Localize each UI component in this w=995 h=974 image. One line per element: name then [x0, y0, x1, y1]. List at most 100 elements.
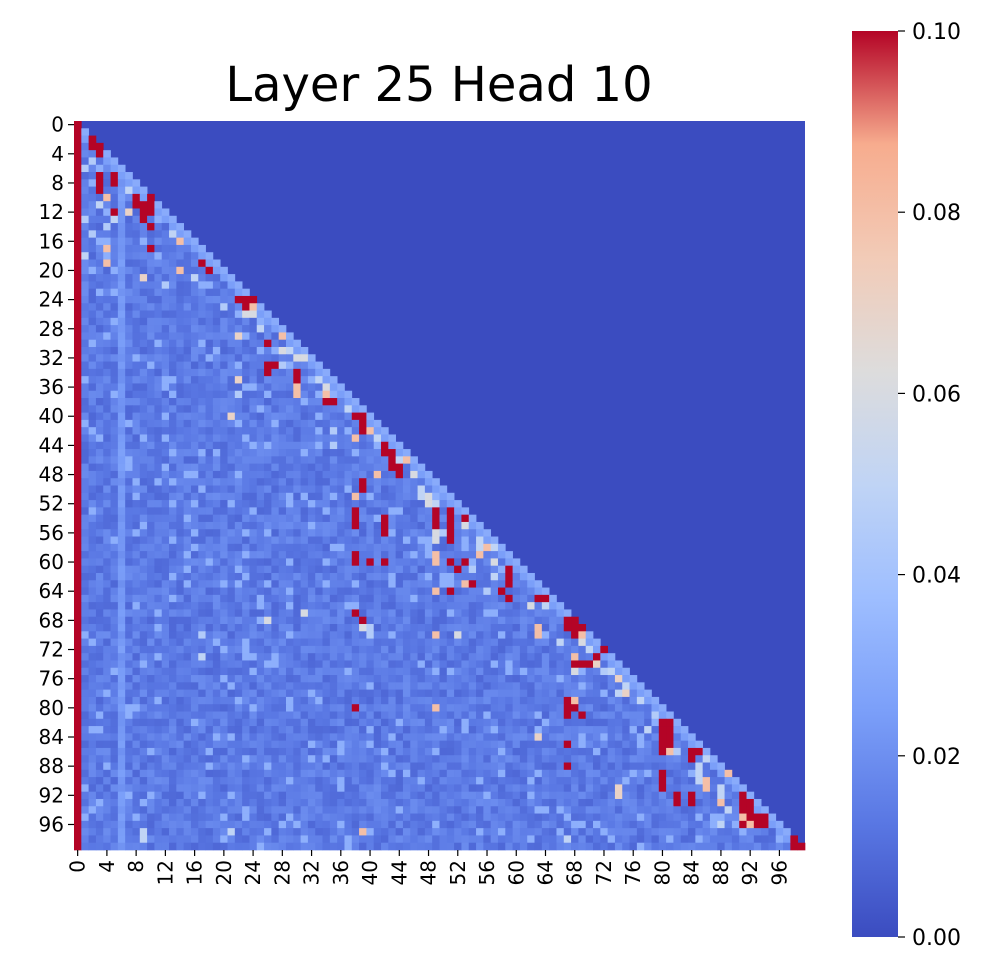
heatmap-cell [359, 507, 367, 516]
heatmap-cell [293, 514, 301, 523]
heatmap-cell [278, 332, 287, 341]
heatmap-cell [88, 755, 97, 763]
heatmap-cell [359, 740, 367, 749]
heatmap-cell [381, 645, 389, 654]
heatmap-cell [139, 441, 148, 450]
heatmap-cell [658, 835, 667, 844]
heatmap-cell [176, 777, 184, 785]
heatmap-cell [88, 769, 97, 778]
heatmap-cell [505, 813, 513, 822]
heatmap-cell [709, 784, 718, 793]
heatmap-cell [636, 747, 645, 756]
heatmap-cell [563, 791, 572, 800]
heatmap-cell [432, 696, 440, 705]
heatmap-cell [410, 704, 418, 712]
heatmap-cell [585, 747, 594, 756]
heatmap-cell [293, 638, 301, 647]
heatmap-cell [490, 769, 499, 778]
heatmap-cell [600, 828, 608, 836]
heatmap-cell [117, 529, 126, 537]
heatmap-cell [373, 667, 382, 676]
heatmap-cell [271, 521, 280, 530]
heatmap-cell [74, 813, 82, 822]
heatmap-cell [307, 675, 316, 683]
heatmap-cell [439, 696, 448, 705]
heatmap-cell [110, 521, 119, 530]
heatmap-cell [242, 383, 250, 392]
heatmap-cell [497, 645, 506, 654]
heatmap-cell [132, 215, 141, 224]
heatmap-cell [417, 762, 426, 771]
heatmap-cell [512, 660, 521, 669]
heatmap-cell [264, 346, 272, 355]
heatmap-cell [373, 718, 382, 727]
heatmap-cell [161, 507, 170, 516]
heatmap-cell [242, 667, 250, 676]
heatmap-cell [285, 733, 294, 741]
heatmap-cell [410, 572, 418, 581]
heatmap-cell [103, 449, 111, 457]
heatmap-cell [337, 441, 345, 450]
heatmap-cell [300, 594, 309, 603]
heatmap-cell [366, 449, 375, 457]
heatmap-cell [300, 507, 309, 516]
heatmap-cell [381, 514, 389, 523]
heatmap-cell [103, 726, 111, 734]
heatmap-cell [220, 449, 228, 457]
heatmap-cell [563, 755, 572, 763]
heatmap-cell [315, 645, 323, 654]
heatmap-cell [183, 368, 192, 377]
heatmap-cell [337, 412, 345, 421]
heatmap-cell [549, 631, 557, 639]
heatmap-cell [651, 813, 660, 822]
heatmap-cell [176, 412, 184, 421]
heatmap-cell [439, 514, 448, 523]
heatmap-cell [446, 565, 455, 574]
heatmap-cell [220, 726, 228, 734]
heatmap-cell [688, 791, 696, 800]
heatmap-cell [454, 740, 462, 749]
heatmap-cell [117, 813, 126, 822]
heatmap-cell [658, 784, 667, 793]
heatmap-cell [534, 594, 543, 603]
heatmap-cell [505, 755, 513, 763]
heatmap-cell [454, 543, 462, 552]
heatmap-cell [307, 419, 316, 428]
heatmap-cell [117, 317, 126, 326]
heatmap-cell [88, 777, 97, 785]
heatmap-cell [293, 624, 301, 632]
heatmap-cell [95, 682, 104, 690]
heatmap-cell [249, 667, 258, 676]
heatmap-cell [271, 492, 280, 501]
heatmap-cell [307, 449, 316, 457]
heatmap-cell [285, 616, 294, 625]
heatmap-cell [110, 208, 119, 217]
heatmap-cell [249, 726, 258, 734]
heatmap-cell [439, 762, 448, 771]
heatmap-cell [461, 653, 470, 661]
heatmap-cell [74, 704, 82, 712]
heatmap-cell [490, 587, 499, 596]
heatmap-cell [337, 777, 345, 785]
heatmap-cell [461, 806, 470, 814]
heatmap-cell [110, 339, 119, 348]
heatmap-cell [169, 558, 177, 567]
heatmap-cell [717, 828, 725, 836]
heatmap-cell [402, 492, 411, 501]
heatmap-cell [658, 806, 667, 814]
heatmap-cell [293, 631, 301, 639]
heatmap-cell [381, 602, 389, 610]
heatmap-cell [271, 536, 280, 545]
heatmap-cell [315, 667, 323, 676]
heatmap-cell [161, 624, 170, 632]
heatmap-cell [95, 346, 104, 355]
heatmap-cell [337, 405, 345, 413]
heatmap-cell [541, 616, 550, 625]
heatmap-cell [110, 398, 119, 406]
heatmap-cell [205, 325, 214, 333]
heatmap-cell [278, 660, 287, 669]
heatmap-cell [614, 755, 623, 763]
heatmap-cell [307, 682, 316, 690]
heatmap-cell [169, 441, 177, 450]
heatmap-cell [132, 434, 141, 443]
